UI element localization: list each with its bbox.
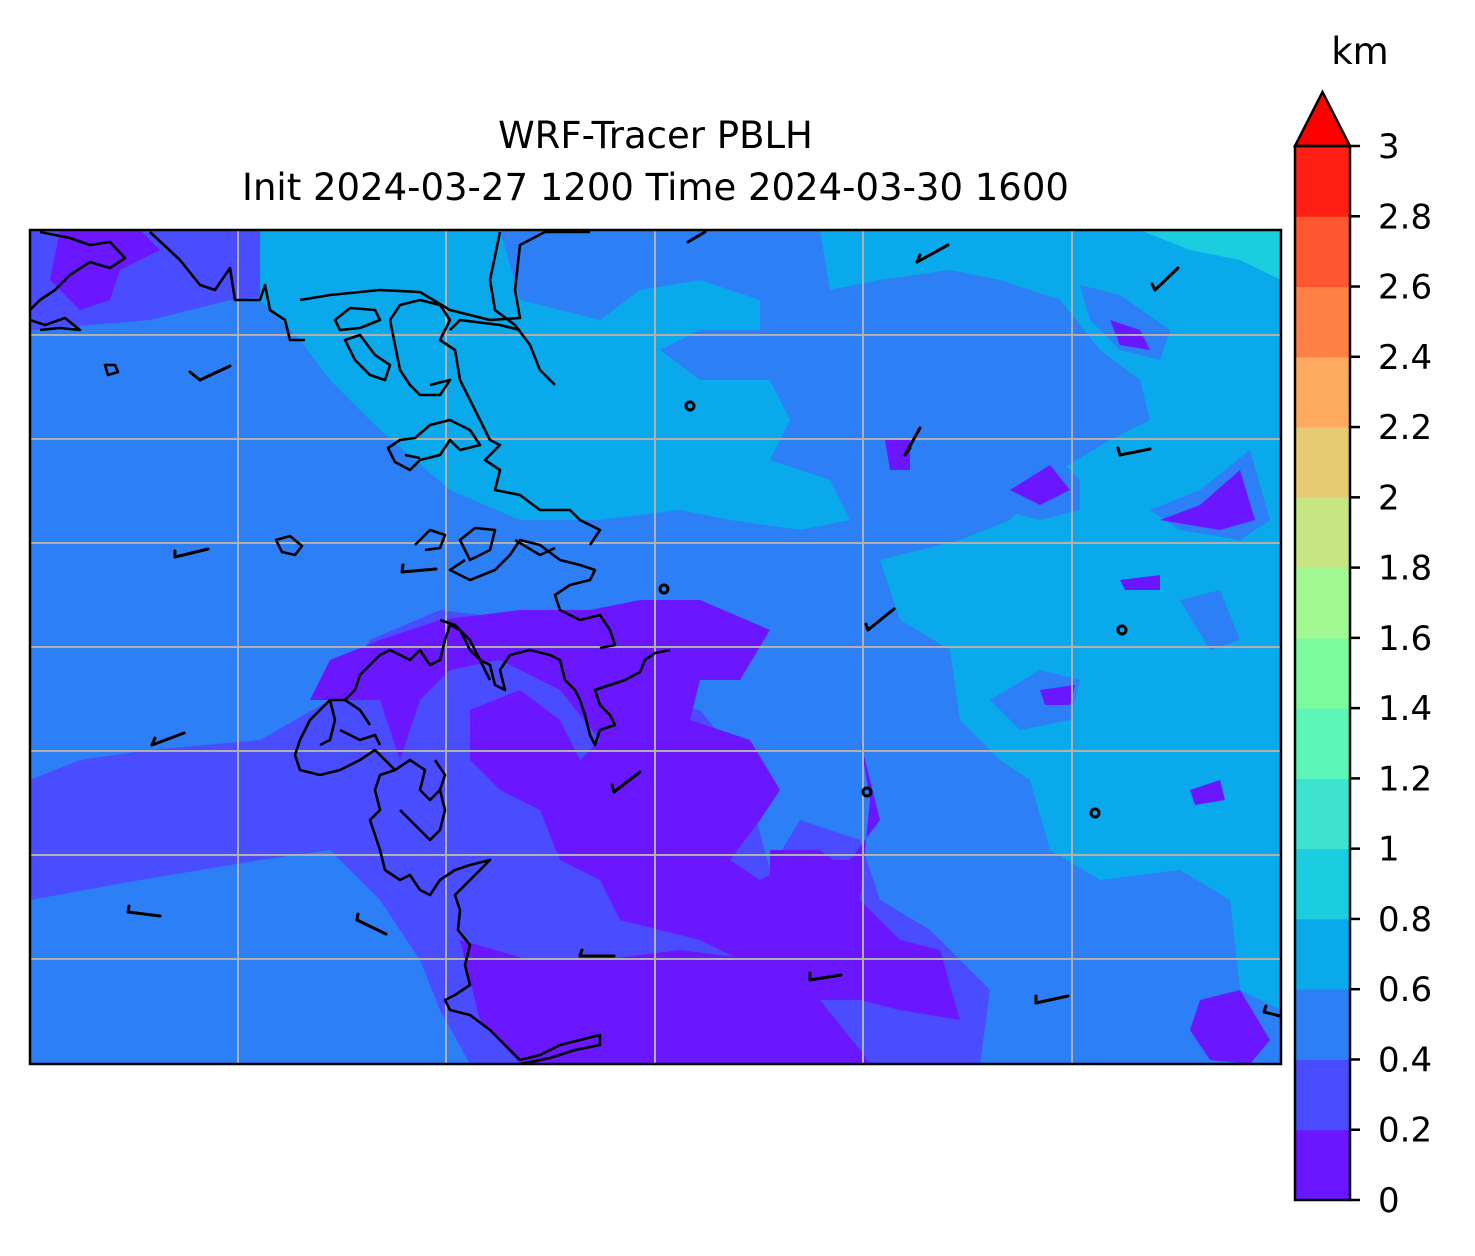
colorbar-tick-label: 0.4	[1378, 1040, 1432, 1080]
colorbar-segment	[1295, 708, 1350, 779]
pblh-blob-east-4	[1180, 590, 1240, 650]
coastlines	[30, 230, 671, 1064]
station-markers	[658, 400, 1128, 819]
pblh-blob-east-1	[1080, 285, 1170, 360]
pblh-band-0.0-0.2-e5	[1120, 575, 1160, 590]
colorbar-tick-label: 0.6	[1378, 970, 1432, 1010]
colorbar-tick-label: 2.8	[1378, 197, 1432, 237]
pblh-band-0.6-0.8-north	[260, 230, 850, 530]
pblh-band-0.6-0.8-east	[820, 230, 1281, 1010]
colorbar-frame	[1293, 144, 1352, 1202]
colorbar-tick-label: 2.6	[1378, 268, 1432, 308]
map-frame	[28, 228, 1283, 1066]
colorbar-tick-label: 0	[1378, 1181, 1400, 1221]
colorbar-segment	[1295, 637, 1350, 709]
map-panel[interactable]	[30, 230, 1281, 1064]
colorbar-tick-label: 3	[1378, 127, 1400, 167]
pblh-band-0.0-0.2-e1	[1010, 465, 1070, 505]
pblh-band-0.0-0.2-nw	[50, 230, 160, 310]
map-gridlines	[30, 230, 1281, 1064]
colorbar-segment	[1295, 918, 1350, 990]
colorbar-tick-label: 1.2	[1378, 759, 1432, 799]
colorbar-tick-label: 0.2	[1378, 1111, 1432, 1151]
colorbar-tick-label: 0.8	[1378, 900, 1432, 940]
colorbar-tick-label: 2.2	[1378, 408, 1432, 448]
colorbar-tick-label: 1	[1378, 830, 1400, 870]
colorbar-segment	[1295, 497, 1350, 569]
colorbar-segment	[1295, 356, 1350, 428]
pblh-blob-east-5	[990, 670, 1080, 730]
colorbar-tick-label: 1.6	[1378, 619, 1432, 659]
colorbar-segment	[1295, 778, 1350, 850]
colorbar-segment	[1295, 146, 1350, 217]
colorbar-segment	[1295, 427, 1350, 498]
colorbar-segment	[1295, 216, 1350, 288]
colorbar-unit-label: km	[1331, 30, 1389, 73]
map-title: WRF-Tracer PBLH	[498, 114, 813, 157]
colorbar-tick-label: 1.4	[1378, 689, 1432, 729]
colorbar-extend-max	[1292, 89, 1353, 148]
pblh-band-0.0-0.2-south2	[460, 940, 870, 1064]
colorbar-segment	[1295, 848, 1350, 920]
pblh-band-0.0-0.2-mid	[770, 850, 860, 930]
colorbar-segment	[1295, 567, 1350, 639]
colorbar-tick-label: 2.4	[1378, 338, 1432, 378]
pblh-band-0.8-1.0	[1140, 230, 1281, 280]
colorbar-tick-label: 2	[1378, 478, 1400, 518]
colorbar-segment	[1295, 1129, 1350, 1201]
map-subtitle: Init 2024-03-27 1200 Time 2024-03-30 160…	[242, 166, 1069, 209]
pblh-band-0.0-0.2-e2	[1160, 470, 1255, 530]
colorbar: 0 0.2 0.4 0.6 0.8 1 1.2 1.4 1.6 1.8 2 2.2 2.4 2.6 2.8 3	[1292, 89, 1432, 1221]
colorbar-segment	[1295, 286, 1350, 358]
colorbar-tick-label: 1.8	[1378, 549, 1432, 589]
pblh-band-0.0-0.2-e6	[1190, 780, 1225, 805]
colorbar-segment	[1295, 1059, 1350, 1131]
pblh-band-0.0-0.2-e4	[885, 440, 910, 470]
colorbar-segment	[1295, 989, 1350, 1060]
pblh-band-0.4-0.6-left	[30, 330, 430, 560]
pblh-band-0.0-0.2-e3	[1190, 990, 1270, 1064]
wind-barbs	[126, 230, 1281, 1018]
pblh-band-0.0-0.2-e7	[1040, 685, 1075, 705]
